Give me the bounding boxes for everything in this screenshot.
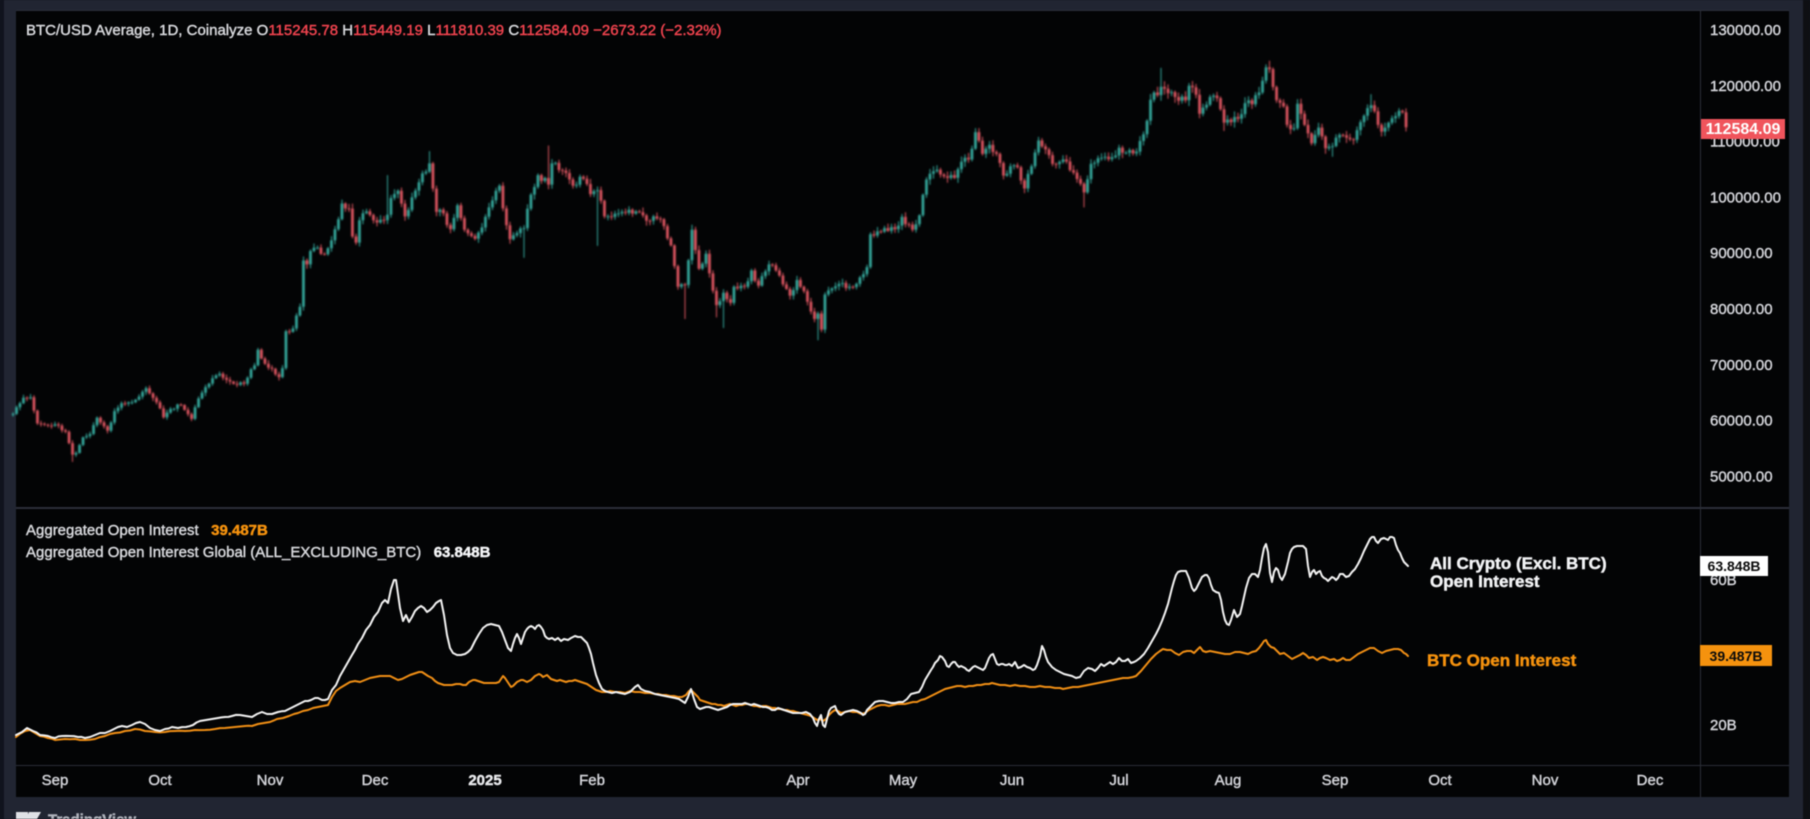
svg-text:100000.00: 100000.00 xyxy=(1710,189,1781,206)
svg-text:60000.00: 60000.00 xyxy=(1710,413,1773,430)
svg-text:Sep: Sep xyxy=(42,772,69,789)
svg-text:63.848B: 63.848B xyxy=(1708,558,1761,574)
svg-text:Apr: Apr xyxy=(786,772,809,789)
svg-text:All Crypto (Excl. BTC): All Crypto (Excl. BTC) xyxy=(1430,554,1607,573)
svg-text:90000.00: 90000.00 xyxy=(1710,245,1773,262)
svg-text:120000.00: 120000.00 xyxy=(1710,78,1781,95)
svg-text:80000.00: 80000.00 xyxy=(1710,301,1773,318)
svg-text:May: May xyxy=(889,772,918,789)
svg-text:Oct: Oct xyxy=(1428,772,1452,789)
svg-text:Jul: Jul xyxy=(1109,772,1128,789)
svg-text:TradingView: TradingView xyxy=(48,812,136,819)
svg-text:Aggregated Open Interest Globa: Aggregated Open Interest Global (ALL_EXC… xyxy=(26,544,491,561)
svg-text:Dec: Dec xyxy=(1637,772,1664,789)
svg-text:50000.00: 50000.00 xyxy=(1710,468,1773,485)
svg-text:Nov: Nov xyxy=(1532,772,1559,789)
svg-text:BTC Open Interest: BTC Open Interest xyxy=(1427,651,1577,670)
svg-text:20B: 20B xyxy=(1710,717,1737,734)
svg-text:Dec: Dec xyxy=(362,772,389,789)
svg-text:BTC/USD Average, 1D, Coinalyze: BTC/USD Average, 1D, Coinalyze O115245.7… xyxy=(26,22,722,39)
svg-text:Feb: Feb xyxy=(579,772,605,789)
svg-text:2025: 2025 xyxy=(468,772,501,789)
svg-text:39.487B: 39.487B xyxy=(1710,648,1763,664)
svg-text:70000.00: 70000.00 xyxy=(1710,357,1773,374)
svg-text:Oct: Oct xyxy=(148,772,172,789)
svg-text:130000.00: 130000.00 xyxy=(1710,22,1781,39)
svg-text:Nov: Nov xyxy=(257,772,284,789)
svg-text:Jun: Jun xyxy=(1000,772,1024,789)
svg-text:Open Interest: Open Interest xyxy=(1430,572,1540,591)
svg-text:Sep: Sep xyxy=(1322,772,1349,789)
svg-text:60B: 60B xyxy=(1710,572,1737,589)
svg-text:112584.09: 112584.09 xyxy=(1706,121,1781,138)
svg-text:Aggregated Open Interest 39.: Aggregated Open Interest 39.487B xyxy=(26,522,268,539)
svg-text:Aug: Aug xyxy=(1215,772,1242,789)
